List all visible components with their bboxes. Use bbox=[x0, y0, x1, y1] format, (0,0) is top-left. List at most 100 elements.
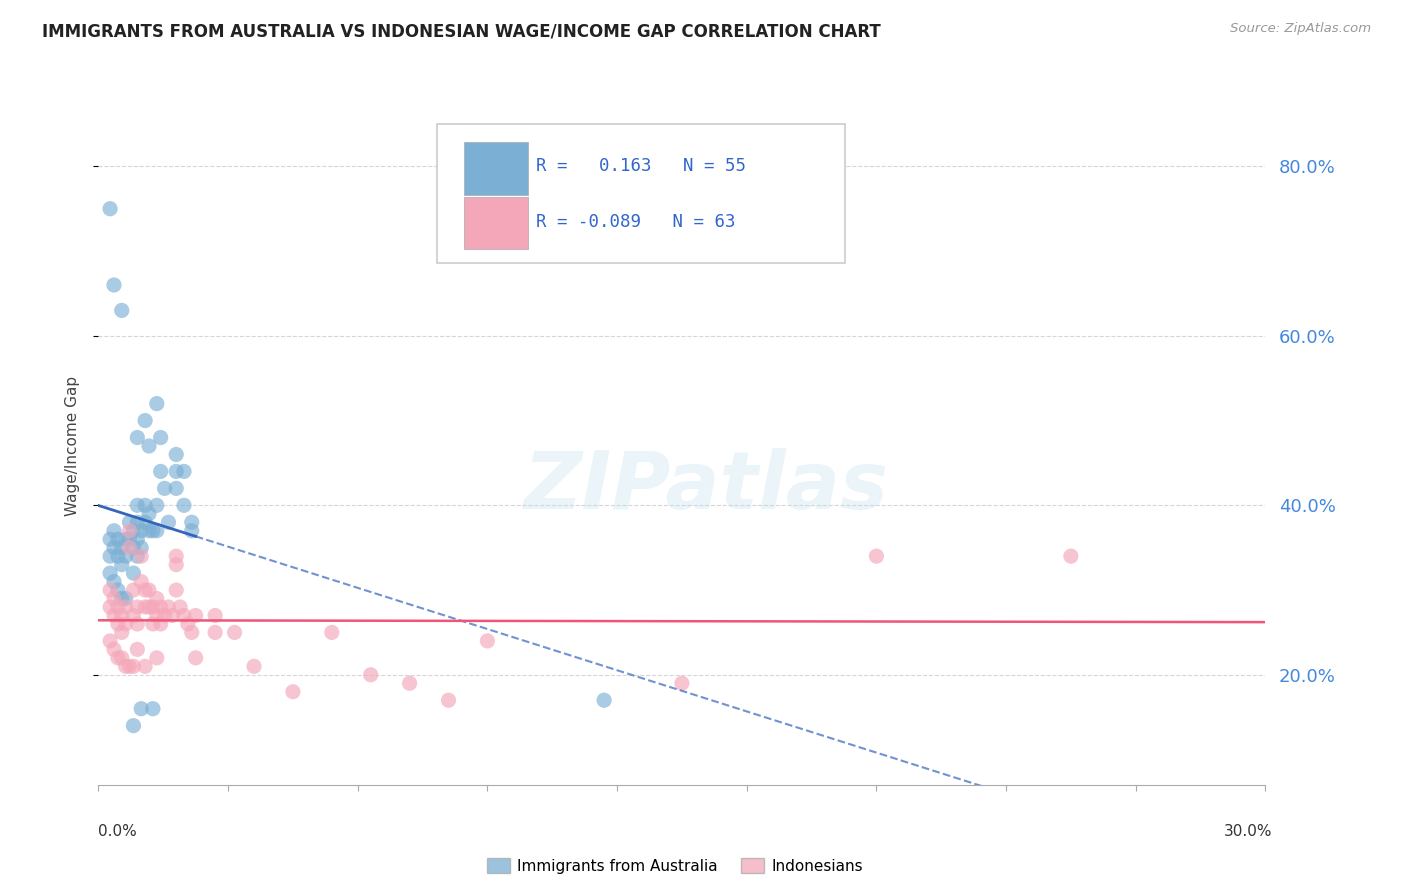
Point bbox=[142, 617, 165, 632]
Point bbox=[107, 549, 129, 564]
Text: IMMIGRANTS FROM AUSTRALIA VS INDONESIAN WAGE/INCOME GAP CORRELATION CHART: IMMIGRANTS FROM AUSTRALIA VS INDONESIAN … bbox=[42, 22, 882, 40]
Point bbox=[142, 599, 165, 614]
Point bbox=[169, 599, 191, 614]
Point bbox=[127, 642, 149, 657]
Point bbox=[129, 701, 152, 715]
Point bbox=[103, 524, 125, 538]
Point bbox=[184, 608, 207, 623]
Point bbox=[122, 659, 145, 673]
Point bbox=[111, 625, 134, 640]
Point bbox=[118, 524, 141, 538]
Point bbox=[224, 625, 246, 640]
Point bbox=[360, 667, 382, 681]
Point bbox=[98, 599, 121, 614]
Point bbox=[180, 524, 202, 538]
Point bbox=[127, 617, 149, 632]
Point bbox=[1060, 549, 1083, 564]
Text: Source: ZipAtlas.com: Source: ZipAtlas.com bbox=[1230, 22, 1371, 36]
Point bbox=[111, 651, 134, 665]
Point bbox=[157, 599, 180, 614]
Text: R = -0.089   N = 63: R = -0.089 N = 63 bbox=[536, 213, 735, 231]
Point bbox=[173, 498, 195, 512]
Point bbox=[98, 549, 121, 564]
Point bbox=[149, 430, 172, 444]
Text: R =   0.163   N = 55: R = 0.163 N = 55 bbox=[536, 157, 747, 175]
FancyBboxPatch shape bbox=[464, 143, 527, 195]
Point bbox=[127, 549, 149, 564]
Point bbox=[118, 532, 141, 546]
Point bbox=[107, 599, 129, 614]
FancyBboxPatch shape bbox=[464, 196, 527, 250]
Text: 30.0%: 30.0% bbox=[1225, 824, 1272, 838]
Point bbox=[134, 659, 156, 673]
Point bbox=[107, 583, 129, 598]
Legend: Immigrants from Australia, Indonesians: Immigrants from Australia, Indonesians bbox=[481, 852, 869, 880]
Point bbox=[146, 608, 169, 623]
Point bbox=[127, 498, 149, 512]
Point bbox=[129, 549, 152, 564]
Point bbox=[134, 583, 156, 598]
Point bbox=[477, 633, 499, 648]
Point bbox=[129, 574, 152, 589]
Point bbox=[142, 524, 165, 538]
Point bbox=[593, 693, 616, 707]
Point bbox=[142, 701, 165, 715]
Point bbox=[671, 676, 693, 690]
Point bbox=[129, 541, 152, 555]
Point bbox=[127, 515, 149, 529]
Point bbox=[146, 524, 169, 538]
Point bbox=[111, 541, 134, 555]
Point bbox=[111, 558, 134, 572]
Point bbox=[165, 583, 187, 598]
Point bbox=[122, 583, 145, 598]
Point bbox=[173, 464, 195, 478]
Point bbox=[111, 303, 134, 318]
Point bbox=[177, 617, 200, 632]
Point bbox=[114, 532, 136, 546]
Point bbox=[184, 651, 207, 665]
Point bbox=[149, 617, 172, 632]
Point bbox=[243, 659, 266, 673]
Point bbox=[173, 608, 195, 623]
Point bbox=[165, 447, 187, 462]
Point bbox=[114, 599, 136, 614]
Point bbox=[865, 549, 887, 564]
Point bbox=[103, 608, 125, 623]
Point bbox=[107, 617, 129, 632]
Point bbox=[138, 507, 160, 521]
Point bbox=[153, 481, 176, 495]
Point bbox=[103, 574, 125, 589]
Point bbox=[165, 558, 187, 572]
Point bbox=[165, 464, 187, 478]
Point bbox=[103, 642, 125, 657]
Point bbox=[180, 515, 202, 529]
Point bbox=[122, 719, 145, 733]
Point bbox=[437, 693, 460, 707]
Point bbox=[98, 633, 121, 648]
Point bbox=[321, 625, 343, 640]
Point bbox=[157, 515, 180, 529]
Point bbox=[98, 566, 121, 580]
Point bbox=[138, 583, 160, 598]
Point bbox=[118, 541, 141, 555]
Point bbox=[162, 608, 184, 623]
Point bbox=[98, 532, 121, 546]
Point bbox=[122, 608, 145, 623]
Point bbox=[204, 608, 226, 623]
Point bbox=[122, 566, 145, 580]
Point bbox=[127, 532, 149, 546]
Point bbox=[146, 651, 169, 665]
Point bbox=[153, 608, 176, 623]
Point bbox=[149, 599, 172, 614]
Y-axis label: Wage/Income Gap: Wage/Income Gap bbox=[65, 376, 80, 516]
Point bbox=[165, 549, 187, 564]
Point bbox=[146, 591, 169, 606]
Point bbox=[98, 202, 121, 216]
Point bbox=[122, 524, 145, 538]
Point bbox=[114, 549, 136, 564]
Point bbox=[138, 439, 160, 453]
Point bbox=[165, 481, 187, 495]
Point bbox=[204, 625, 226, 640]
Point bbox=[103, 591, 125, 606]
FancyBboxPatch shape bbox=[437, 124, 845, 263]
